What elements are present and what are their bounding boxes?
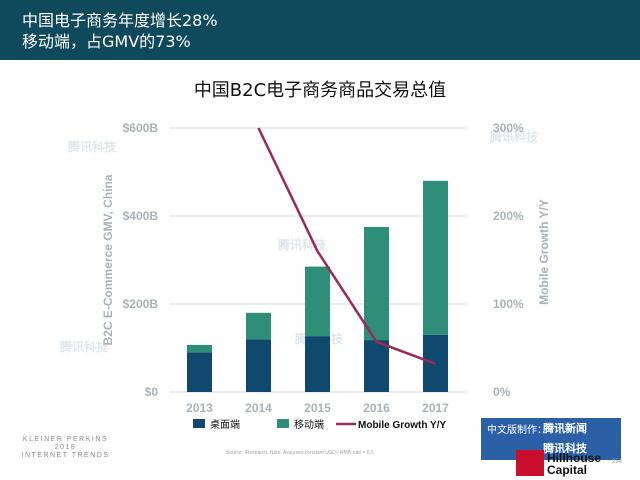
badge-name1: 腾讯新闻: [543, 422, 587, 435]
kpcb-line3: INTERNET TRENDS: [21, 452, 110, 459]
x-tick-label: 2017: [422, 401, 449, 415]
page-title-line1: 中国电子商务年度增长28%: [22, 11, 218, 30]
hillhouse-logo-mark: [516, 450, 544, 476]
watermark: 腾讯科技: [60, 340, 109, 354]
watermark: 腾讯科技: [490, 130, 539, 144]
y-right-tick-label: 100%: [493, 297, 524, 311]
kpcb-logo: KLEINER PERKINS 2018 INTERNET TRENDS: [8, 436, 123, 460]
y-tick-label: $400B: [123, 209, 159, 223]
bar-mobile: [423, 180, 448, 335]
badge-name2: 腾讯科技: [543, 442, 587, 455]
hillhouse-logo: Hillhouse Capital: [547, 452, 601, 476]
y-tick-label: $600B: [123, 121, 159, 135]
chart-title: 中国B2C电子商务商品交易总值: [193, 80, 447, 101]
kpcb-line2: 2018: [54, 444, 77, 451]
y-tick-label: $0: [145, 385, 159, 399]
bar-mobile: [364, 227, 389, 341]
bar-desktop: [364, 340, 389, 392]
badge-label: 中文版制作：: [487, 425, 547, 436]
hillhouse-line1: Hillhouse: [547, 451, 602, 465]
growth-line: [257, 127, 436, 366]
bar-mobile: [246, 312, 271, 340]
y-right-tick-label: 300%: [493, 121, 524, 135]
legend-label-desktop: 桌面端: [210, 418, 240, 431]
bar-desktop: [187, 352, 212, 392]
kpcb-line1: KLEINER PERKINS: [22, 436, 109, 443]
bar-mobile: [305, 266, 330, 337]
source-note: Source: iResearch. Note: Assumes constan…: [226, 450, 376, 456]
hillhouse-line2: Capital: [547, 463, 588, 477]
y-tick-label: $200B: [123, 297, 159, 311]
bar-desktop: [246, 339, 271, 392]
x-tick-label: 2016: [363, 401, 390, 415]
y-right-axis-title: Mobile Growth Y/Y: [537, 199, 551, 305]
page-number: 254: [612, 459, 623, 465]
legend-swatch-desktop: [193, 419, 205, 428]
legend-label-mobile: 移动端: [294, 418, 324, 431]
bar-mobile: [187, 344, 212, 353]
title-banner: 中国电子商务年度增长28% 移动端，占GMV的73%: [0, 0, 640, 60]
legend-swatch-mobile: [277, 419, 289, 428]
bar-desktop: [305, 336, 330, 392]
translation-badge: 中文版制作： 腾讯新闻 腾讯科技: [481, 418, 621, 460]
x-tick-label: 2013: [186, 401, 213, 415]
y-right-tick-label: 0%: [493, 385, 511, 399]
y-axis-title: B2C E-Commerce GMV, China: [101, 174, 115, 345]
page-title-line2: 移动端，占GMV的73%: [22, 32, 191, 51]
x-tick-label: 2015: [304, 401, 331, 415]
x-tick-label: 2014: [245, 401, 272, 415]
legend-label-growth: Mobile Growth Y/Y: [358, 420, 446, 431]
y-right-tick-label: 200%: [493, 209, 524, 223]
watermark: 腾讯科技: [68, 140, 117, 154]
